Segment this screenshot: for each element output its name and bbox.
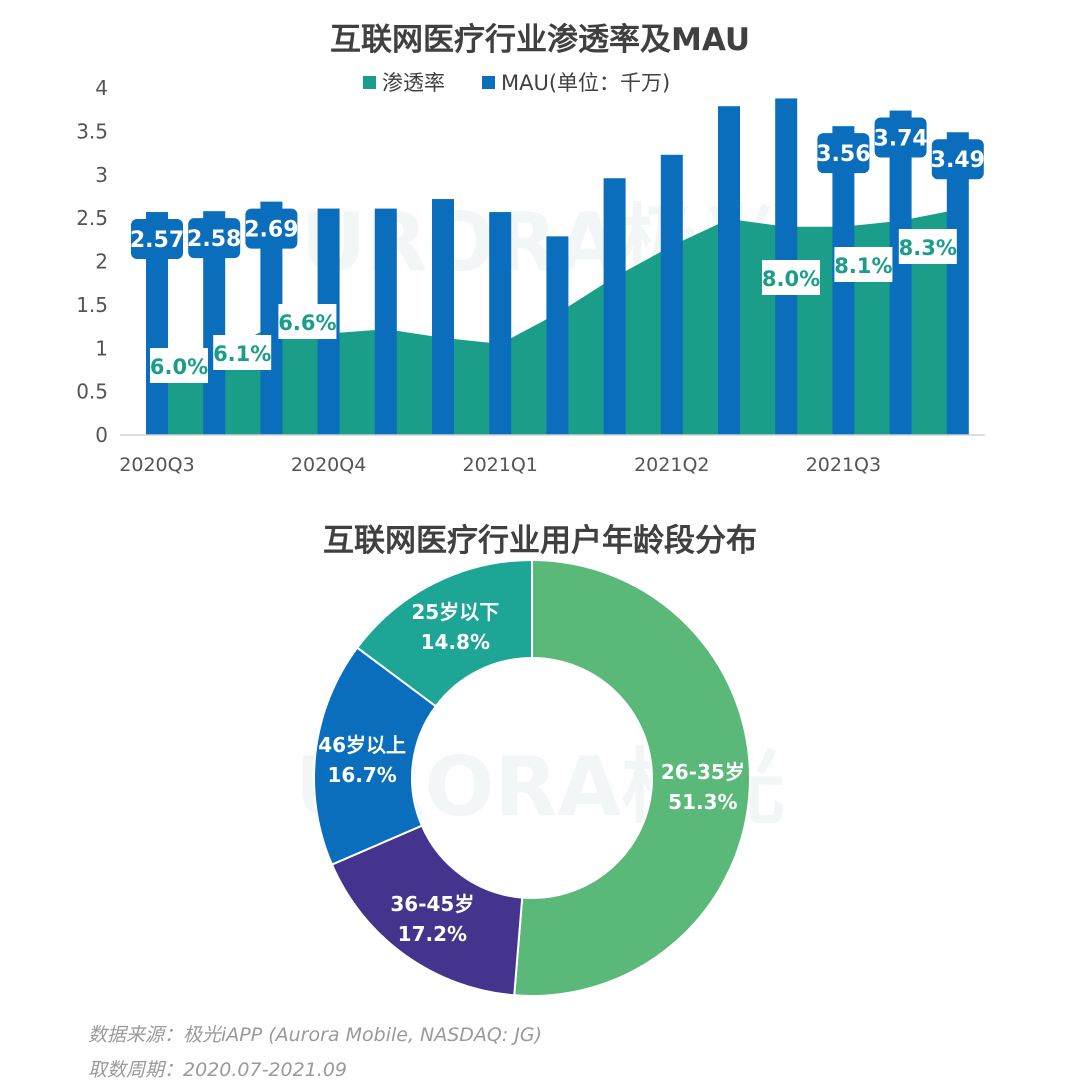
donut-slice <box>513 558 751 997</box>
penetration-label-box <box>213 335 272 370</box>
donut-slice-value: 16.7% <box>327 763 396 787</box>
x-tick-label: 2021Q1 <box>462 454 537 476</box>
bar-chart-title: 互联网医疗行业渗透率及MAU <box>329 22 751 58</box>
mau-bar <box>889 110 912 436</box>
legend: 渗透率 MAU(单位：千万) <box>363 71 670 95</box>
mau-label-box <box>874 117 927 158</box>
penetration-data-label: 8.3% <box>899 236 957 260</box>
penetration-data-label: 6.6% <box>278 311 336 335</box>
donut-slice-value: 14.8% <box>421 630 490 654</box>
data-source-note: 数据来源：极光iAPP (Aurora Mobile, NASDAQ: JG) <box>88 1024 543 1046</box>
mau-data-label: 2.57 <box>130 228 184 253</box>
x-tick-label: 2020Q3 <box>119 454 194 476</box>
mau-data-label: 3.74 <box>873 127 927 152</box>
mau-bar <box>432 199 454 435</box>
y-tick-label: 4 <box>95 76 108 100</box>
mau-bar <box>260 201 283 435</box>
penetration-label-box <box>762 260 820 295</box>
mau-data-label: 3.56 <box>816 142 870 167</box>
donut-slice-value: 51.3% <box>668 790 737 814</box>
donut-slice-label: 46岁以上 <box>318 733 406 757</box>
y-tick-label: 1 <box>95 336 108 360</box>
penetration-data-label: 6.0% <box>150 355 208 379</box>
penetration-label-box <box>278 304 337 339</box>
donut-slice-value: 17.2% <box>398 922 467 946</box>
y-tick-label: 1.5 <box>76 293 108 317</box>
mau-bar <box>946 132 969 435</box>
x-tick-label: 2021Q2 <box>634 454 709 476</box>
y-tick-label: 2 <box>95 250 108 274</box>
donut-slice <box>355 558 533 708</box>
penetration-data-label: 8.1% <box>834 254 892 278</box>
y-tick-label: 0.5 <box>76 380 108 404</box>
donut-slice <box>313 646 438 866</box>
age-distribution-donut: URORA极光26-35岁51.3%36-45岁17.2%46岁以上16.7%2… <box>295 558 785 997</box>
legend-label-penetration: 渗透率 <box>382 71 445 95</box>
mau-data-label: 2.69 <box>244 218 298 243</box>
donut-chart-title: 互联网医疗行业用户年龄段分布 <box>323 523 757 559</box>
mau-data-label: 2.58 <box>187 227 241 252</box>
mau-data-label: 3.49 <box>931 148 985 173</box>
mau-bar <box>546 236 569 435</box>
y-tick-label: 3.5 <box>76 119 108 143</box>
donut-slice <box>330 824 524 997</box>
mau-bar <box>660 154 683 436</box>
mau-label-box <box>245 208 298 249</box>
y-tick-label: 2.5 <box>76 206 108 230</box>
y-tick-label: 0 <box>95 423 108 447</box>
x-tick-label: 2021Q3 <box>806 454 881 476</box>
legend-swatch-mau <box>482 76 495 89</box>
x-tick-label: 2020Q4 <box>291 454 366 476</box>
penetration-data-label: 6.1% <box>213 342 271 366</box>
penetration-label-box <box>150 348 208 383</box>
donut-slice-label: 25岁以下 <box>411 600 499 624</box>
penetration-label-box <box>834 247 893 282</box>
data-period-note: 取数周期：2020.07-2021.09 <box>88 1059 347 1081</box>
mau-bar <box>489 212 512 435</box>
penetration-label-box <box>898 229 957 264</box>
legend-label-mau: MAU(单位：千万) <box>501 71 670 95</box>
penetration-data-label: 8.0% <box>762 267 820 291</box>
donut-slice-label: 36-45岁 <box>390 892 474 916</box>
donut-slice-label: 26-35岁 <box>661 760 745 784</box>
y-tick-label: 3 <box>95 163 108 187</box>
mau-label-box <box>817 133 870 174</box>
mau-bar <box>718 106 740 435</box>
mau-bar <box>203 211 226 435</box>
legend-swatch-penetration <box>363 76 376 89</box>
mau-label-box <box>188 218 241 259</box>
mau-label-box <box>931 139 984 180</box>
mau-label-box <box>131 219 183 260</box>
mau-bar <box>603 178 626 435</box>
mau-bar <box>374 208 397 435</box>
